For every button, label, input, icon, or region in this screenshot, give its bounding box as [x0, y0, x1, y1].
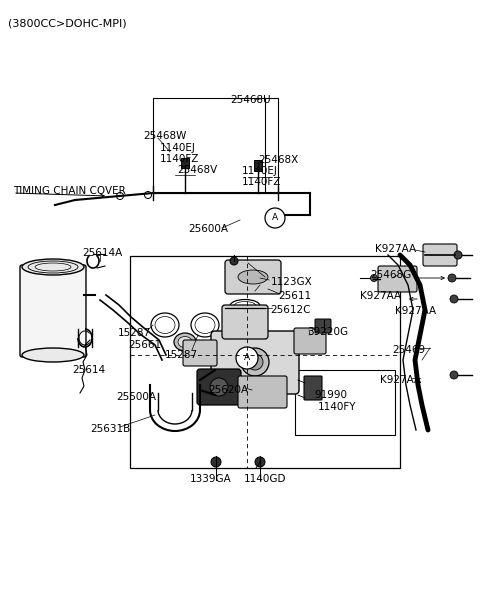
Bar [295, 370, 395, 435]
Text: K927AA: K927AA [375, 244, 416, 254]
FancyBboxPatch shape [423, 244, 457, 266]
Text: 25468W: 25468W [143, 131, 186, 141]
Circle shape [210, 378, 228, 396]
Bar [153, 98, 278, 193]
Text: 1140FZ: 1140FZ [160, 154, 199, 164]
Text: 25469: 25469 [392, 345, 425, 355]
Text: 25620A: 25620A [208, 385, 248, 395]
Text: 25468G: 25468G [370, 270, 411, 280]
Bar [130, 256, 400, 468]
Text: 1339GA: 1339GA [190, 474, 232, 484]
Text: 39220G: 39220G [307, 327, 348, 337]
Ellipse shape [22, 348, 84, 362]
FancyBboxPatch shape [294, 328, 326, 354]
Text: K927AA: K927AA [380, 375, 421, 385]
Text: 25614: 25614 [72, 365, 105, 375]
Circle shape [448, 274, 456, 282]
Text: 1123GX: 1123GX [271, 277, 313, 287]
Text: 25600A: 25600A [188, 224, 228, 234]
Text: A: A [244, 353, 250, 362]
Text: 25468U: 25468U [230, 95, 271, 105]
Text: 25468V: 25468V [177, 165, 217, 175]
Text: 25468X: 25468X [258, 155, 298, 165]
Text: 91990: 91990 [314, 390, 347, 400]
Circle shape [265, 208, 285, 228]
Bar [181, 158, 189, 168]
Ellipse shape [238, 270, 268, 284]
Text: 25611: 25611 [278, 291, 311, 301]
FancyBboxPatch shape [378, 266, 417, 292]
Circle shape [230, 257, 238, 265]
FancyBboxPatch shape [20, 265, 86, 357]
Text: K927AA: K927AA [395, 306, 436, 316]
Circle shape [236, 347, 258, 369]
Text: TIMING CHAIN COVER: TIMING CHAIN COVER [13, 186, 126, 196]
Text: 1140FZ: 1140FZ [242, 177, 281, 187]
Text: 25661: 25661 [128, 340, 161, 350]
Circle shape [241, 348, 269, 376]
Text: 15287: 15287 [118, 328, 151, 338]
Text: 1140FY: 1140FY [318, 402, 357, 412]
FancyBboxPatch shape [211, 331, 299, 394]
FancyBboxPatch shape [238, 376, 287, 408]
Circle shape [450, 295, 458, 303]
Text: 1140GD: 1140GD [244, 474, 287, 484]
Ellipse shape [22, 259, 84, 275]
Ellipse shape [174, 333, 196, 351]
FancyBboxPatch shape [225, 260, 281, 294]
Bar [254, 160, 262, 171]
FancyBboxPatch shape [304, 376, 322, 400]
Text: 1140EJ: 1140EJ [242, 166, 278, 176]
Text: 25631B: 25631B [90, 424, 130, 434]
Circle shape [211, 457, 221, 467]
FancyBboxPatch shape [197, 369, 241, 405]
Ellipse shape [178, 336, 192, 347]
Text: (3800CC>DOHC-MPI): (3800CC>DOHC-MPI) [8, 18, 127, 28]
Text: 1140EJ: 1140EJ [160, 143, 196, 153]
Text: 25500A: 25500A [116, 392, 156, 402]
FancyBboxPatch shape [222, 305, 268, 339]
Circle shape [255, 457, 265, 467]
Text: K927AA: K927AA [360, 291, 401, 301]
Circle shape [247, 354, 263, 370]
Text: 25614A: 25614A [82, 248, 122, 258]
Circle shape [371, 274, 377, 282]
FancyBboxPatch shape [183, 340, 217, 366]
Text: 25612C: 25612C [270, 305, 311, 315]
Circle shape [454, 251, 462, 259]
FancyBboxPatch shape [315, 319, 331, 333]
Text: A: A [272, 214, 278, 223]
Text: 15287: 15287 [165, 350, 198, 360]
Circle shape [450, 371, 458, 379]
